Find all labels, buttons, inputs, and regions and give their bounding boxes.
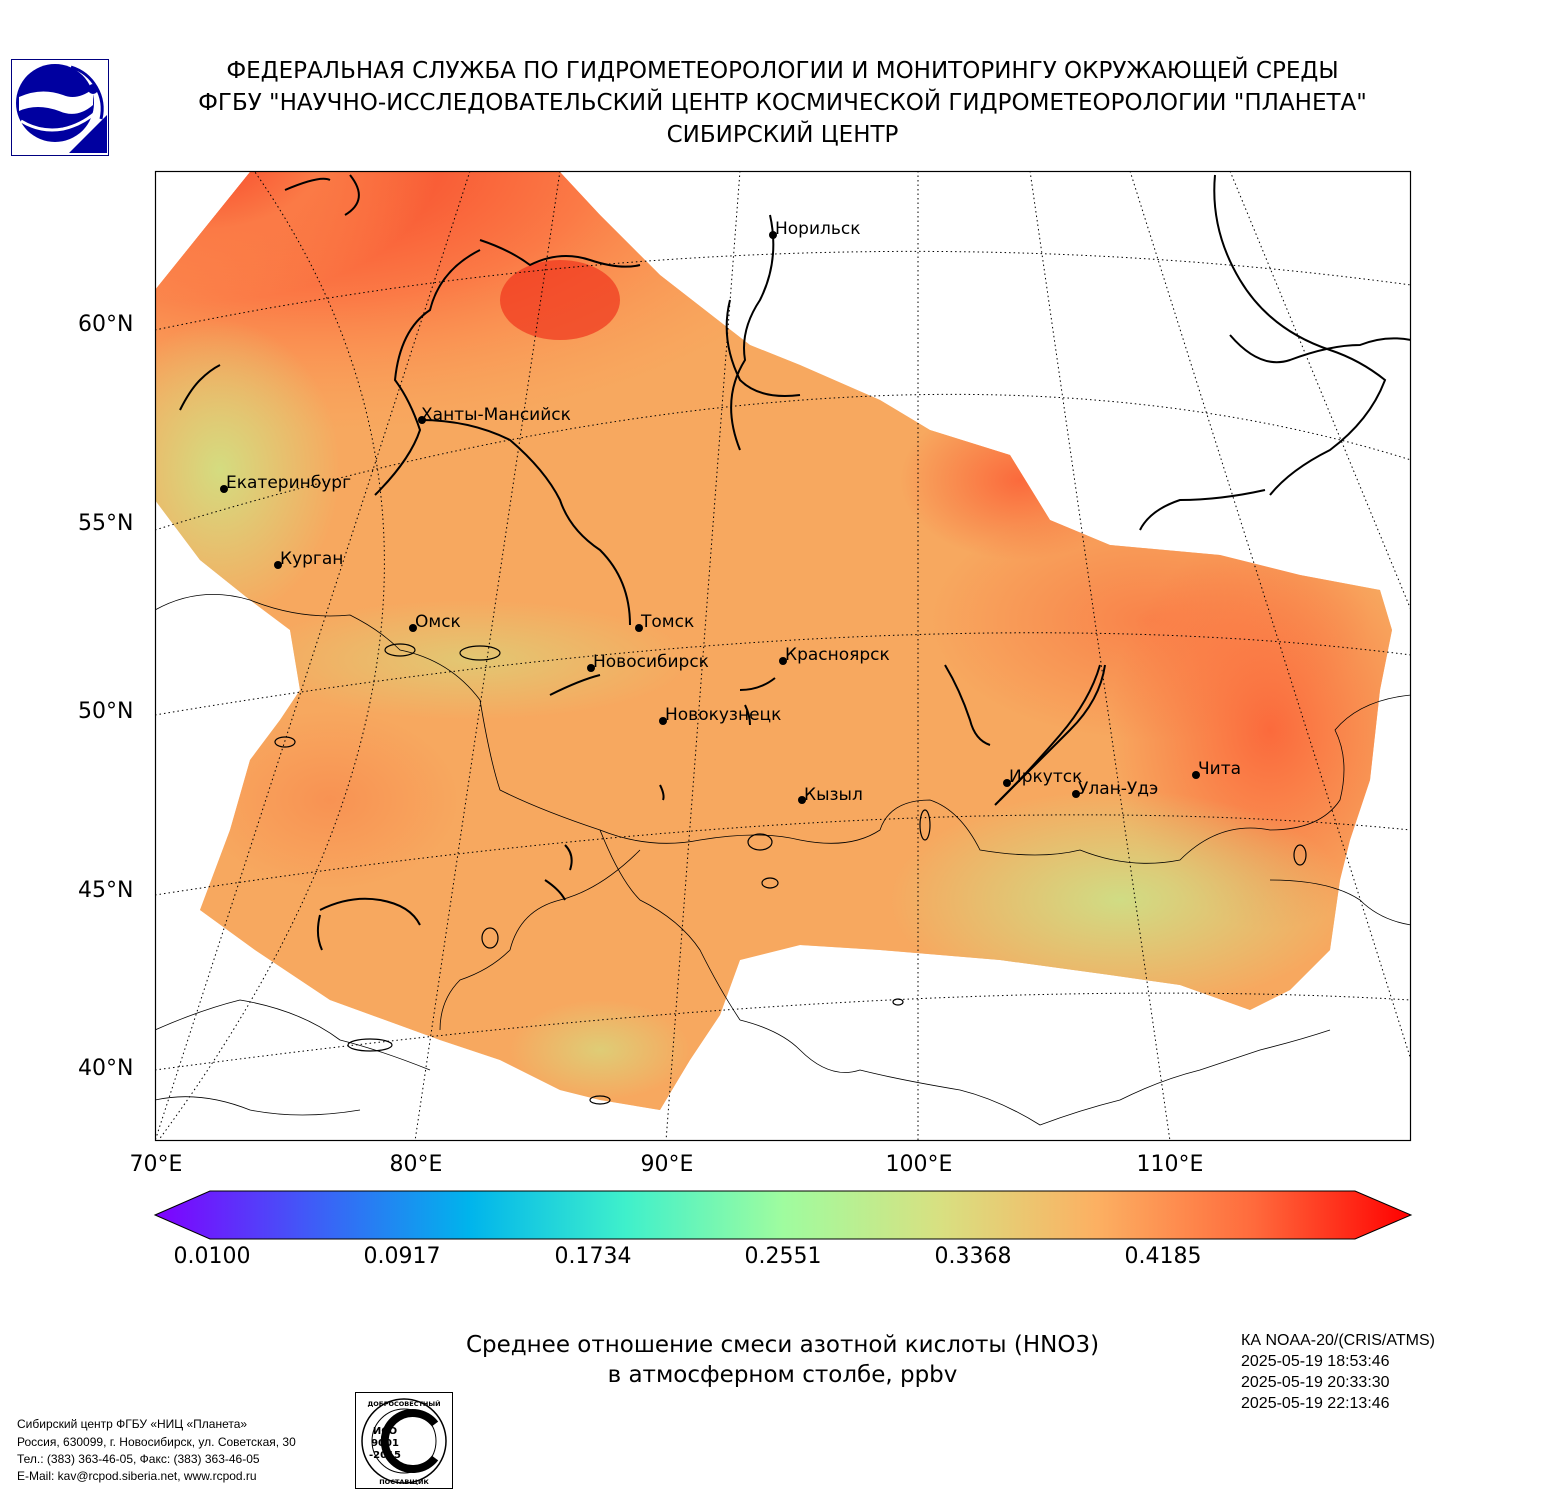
city-dot-novokuznetsk (659, 717, 667, 725)
lakes (274, 643, 1307, 1105)
colorbar-tick-2: 0.1734 (554, 1244, 632, 1269)
iso-badge-top: ДОБРОСОВЕСТНЫЙ (367, 1399, 440, 1408)
city-label-krasnoyarsk: Красноярск (785, 645, 890, 665)
footer-phone: Тел.: (383) 363-46-05, Факс: (383) 363-4… (17, 1452, 260, 1466)
rivers (179, 174, 1411, 951)
city-dot-norilsk (769, 231, 777, 239)
city-label-norilsk: Норильск (775, 219, 861, 239)
iso-badge-text-1: ИСО (373, 1426, 397, 1437)
planeta-logo (11, 59, 109, 156)
city-dot-irkutsk (1003, 779, 1011, 787)
footer-org: Сибирский центр ФГБУ «НИЦ «Планета» (17, 1417, 248, 1431)
colorbar-tick-5: 0.4185 (1124, 1244, 1202, 1269)
satellite-time-3: 2025-05-19 22:13:46 (1241, 1395, 1390, 1412)
city-label-kyzyl: Кызыл (804, 785, 863, 805)
lon-label-80: 80°E (389, 1152, 443, 1177)
satellite-time-2: 2025-05-19 20:33:30 (1241, 1374, 1390, 1391)
city-label-tomsk: Томск (641, 612, 695, 632)
iso-badge-text-3: -2015 (369, 1450, 401, 1461)
colorbar-tick-3: 0.2551 (744, 1244, 822, 1269)
caption-line-1: Среднее отношение смеси азотной кислоты … (465, 1332, 1100, 1358)
lat-label-60: 60°N (78, 312, 134, 337)
lon-label-70: 70°E (129, 1152, 183, 1177)
lon-label-110: 110°E (1136, 1152, 1204, 1177)
city-label-ulan-ude: Улан-Удэ (1078, 779, 1159, 799)
colorbar-tick-4: 0.3368 (934, 1244, 1012, 1269)
city-dot-khanty-mansiysk (418, 416, 426, 424)
lat-label-50: 50°N (78, 699, 134, 724)
city-dot-yekaterinburg (220, 485, 228, 493)
city-dot-kyzyl (798, 796, 806, 804)
caption-line-2: в атмосферном столбе, ppbv (607, 1362, 958, 1388)
city-dot-chita (1192, 771, 1200, 779)
borders (155, 593, 1411, 1126)
iso-badge-text-2: 9001 (371, 1438, 399, 1449)
city-label-irkutsk: Иркутск (1009, 767, 1083, 787)
footer-address: Россия, 630099, г. Новосибирск, ул. Сове… (17, 1435, 296, 1449)
city-label-novokuznetsk: Новокузнецк (665, 705, 782, 725)
colorbar (153, 1190, 1413, 1240)
city-label-novosibirsk: Новосибирск (593, 652, 709, 672)
satellite-name: КА NOAA-20/(CRIS/ATMS) (1241, 1332, 1435, 1349)
map-frame (154, 170, 1412, 1142)
footer-email: E-Mail: kav@rcpod.siberia.net, www.rcpod… (17, 1469, 257, 1483)
city-label-kurgan: Курган (280, 549, 344, 569)
header-line-2: ФГБУ "НАУЧНО-ИССЛЕДОВАТЕЛЬСКИЙ ЦЕНТР КОС… (198, 90, 1367, 116)
city-label-yekaterinburg: Екатеринбург (226, 473, 352, 493)
city-dot-novosibirsk (587, 664, 595, 672)
colorbar-tick-0: 0.0100 (173, 1244, 251, 1269)
colorbar-bar (153, 1190, 1413, 1240)
city-dot-krasnoyarsk (779, 657, 787, 665)
city-label-khanty-mansiysk: Ханты-Мансийск (421, 405, 571, 425)
city-dot-omsk (409, 624, 417, 632)
city-markers (220, 231, 1200, 804)
lon-label-90: 90°E (640, 1152, 694, 1177)
lon-label-100: 100°E (885, 1152, 953, 1177)
header-line-1: ФЕДЕРАЛЬНАЯ СЛУЖБА ПО ГИДРОМЕТЕОРОЛОГИИ … (226, 58, 1339, 84)
lat-label-55: 55°N (78, 511, 134, 536)
hno3-field (155, 171, 1411, 1141)
city-dot-tomsk (635, 624, 643, 632)
colorbar-tick-1: 0.0917 (363, 1244, 441, 1269)
lat-label-40: 40°N (78, 1056, 134, 1081)
header-line-3: СИБИРСКИЙ ЦЕНТР (666, 122, 899, 148)
city-dot-ulan-ude (1072, 790, 1080, 798)
lat-label-45: 45°N (78, 878, 134, 903)
iso-badge: ИСО 9001 -2015 ДОБРОСОВЕСТНЫЙ ПОСТАВЩИК (355, 1392, 453, 1489)
city-dot-kurgan (274, 561, 282, 569)
satellite-time-1: 2025-05-19 18:53:46 (1241, 1353, 1390, 1370)
city-label-chita: Чита (1198, 759, 1242, 779)
city-label-omsk: Омск (415, 612, 461, 632)
iso-badge-bottom: ПОСТАВЩИК (379, 1478, 429, 1486)
